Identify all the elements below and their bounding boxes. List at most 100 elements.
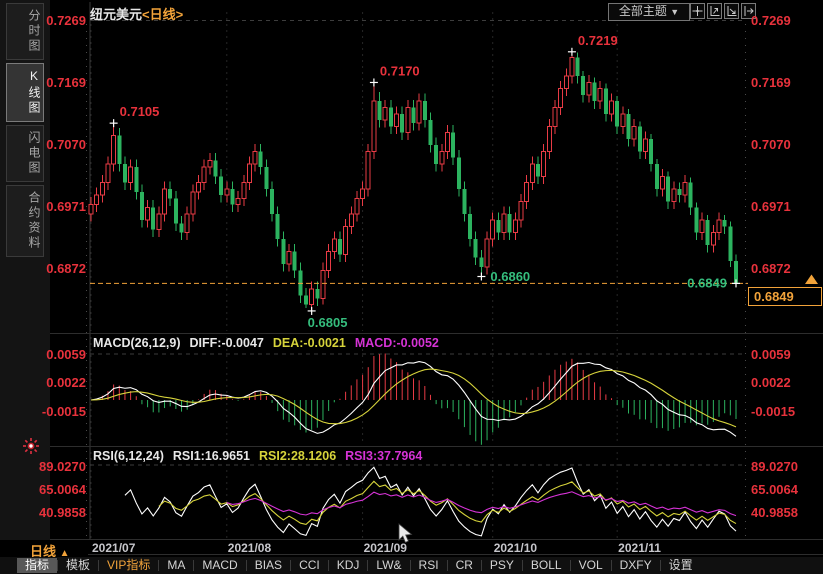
period-selector[interactable]: 日线 ▲ [30, 541, 70, 560]
toolbar-item-9[interactable]: LW& [376, 558, 402, 572]
rsi-header: RSI(6,12,24) RSI1:16.9651 RSI2:28.1206 RSI3… [93, 449, 431, 463]
price-arrow-icon [805, 274, 818, 284]
rsi-axis-label-left: 40.9858 [39, 505, 86, 520]
y-axis-label-left: 0.6971 [46, 199, 86, 215]
price-marker-label: 0.7105 [120, 104, 160, 119]
y-axis-scale-icon[interactable] [707, 3, 722, 19]
macd-params-label: MACD(26,12,9) [93, 336, 181, 350]
macd-value: MACD:-0.0052 [354, 336, 439, 350]
dea-line [90, 368, 737, 428]
macd-axis-label-left: 0.0059 [46, 347, 86, 362]
rsi-axis-label-right: 89.0270 [751, 459, 798, 474]
price-marker-label: 0.6849 [687, 275, 727, 290]
x-axis-date-label: 2021/08 [227, 541, 272, 555]
toolbar-item-15[interactable]: DXFY [619, 558, 652, 572]
toolbar-separator [158, 560, 160, 571]
toolbar-item-13[interactable]: BOLL [530, 558, 562, 572]
rsi-layer [124, 466, 737, 537]
rsi3-line [226, 491, 737, 517]
period-tag: <日线> [142, 7, 184, 22]
toolbar-item-8[interactable]: KDJ [336, 558, 360, 572]
rsi1-value: RSI1:16.9651 [172, 449, 251, 463]
toolbar-item-7[interactable]: CCI [299, 558, 320, 572]
y-axis-label-right: 0.7269 [751, 12, 791, 28]
toolbar-item-14[interactable]: VOL [578, 558, 603, 572]
toolbar-item-12[interactable]: PSY [489, 558, 514, 572]
mouse-cursor [398, 523, 413, 543]
macd-axis-label-left: -0.0015 [41, 404, 86, 419]
y-axis-label-right: 0.6872 [751, 261, 791, 276]
rsi1-line [124, 466, 737, 537]
toolbar-item-4[interactable]: MA [167, 558, 186, 572]
period-selector-label: 日线 [30, 544, 57, 559]
toolbar-separator [480, 560, 482, 571]
macd-dea-value: DEA:-0.0021 [272, 336, 346, 350]
toolbar-item-10[interactable]: RSI [418, 558, 439, 572]
toolbar-item-6[interactable]: BIAS [254, 558, 283, 572]
toolbar-separator [569, 560, 571, 571]
rsi-axis-label-left: 65.0064 [39, 482, 86, 497]
toolbar-separator [290, 560, 292, 571]
toolbar-separator [446, 560, 448, 571]
x-axis-date-label: 2021/09 [363, 541, 407, 555]
toolbar-separator [57, 560, 59, 571]
toolbar-separator [327, 560, 329, 571]
toolbar-separator [659, 560, 661, 571]
toolbar-item-3[interactable]: VIP指标 [107, 558, 151, 572]
toolbar-separator [521, 560, 523, 571]
toolbar-separator [193, 560, 195, 571]
sidebar-tab-4[interactable]: 合约资料 [6, 185, 44, 257]
x-axis-date-label: 2021/11 [618, 541, 661, 555]
y-axis-label-right: 0.7169 [751, 75, 791, 91]
y-axis-label-left: 0.7269 [46, 12, 86, 28]
x-axis-date-label: 2021/10 [493, 541, 538, 555]
theme-dropdown[interactable]: 全部主题 ▼ [608, 3, 690, 21]
y-axis-label-left: 0.7070 [46, 137, 86, 153]
toolbar-item-1[interactable]: 指标 [17, 558, 58, 573]
toolbar-separator [610, 560, 612, 571]
sidebar-tab-3[interactable]: 闪电图 [6, 125, 44, 182]
price-marker-label: 0.6860 [490, 269, 530, 284]
macd-axis-label-right: 0.0059 [751, 347, 791, 362]
chevron-down-icon: ▼ [670, 7, 680, 17]
toolbar-item-16[interactable]: 设置 [668, 558, 693, 572]
y-axis-label-right: 0.7070 [751, 137, 791, 153]
marker-layer: 0.7105 0.7170 0.7219 0.6805 0.6860 0.6849 [109, 33, 740, 330]
candlestick-layer [88, 51, 738, 311]
macd-header: MACD(26,12,9) DIFF:-0.0047 DEA:-0.0021 MACD… [93, 336, 448, 350]
chart-title: 纽元美元<日线> [90, 4, 183, 23]
price-marker-label: 0.7219 [578, 33, 618, 48]
rsi-axis-label-right: 65.0064 [751, 482, 798, 497]
rsi3-value: RSI3:37.7964 [345, 449, 423, 463]
rsi2-value: RSI2:28.1206 [259, 449, 337, 463]
price-marker-label: 0.7170 [380, 63, 420, 78]
triangle-up-icon: ▲ [59, 548, 70, 559]
sidebar-tab-2[interactable]: K线图 [6, 63, 44, 122]
rsi-axis-label-left: 89.0270 [39, 459, 86, 474]
alert-icon[interactable] [22, 437, 40, 455]
y-axis-label-left: 0.7169 [46, 75, 86, 91]
current-price-box: 0.6849 [748, 287, 822, 306]
toolbar-item-2[interactable]: 模板 [66, 558, 91, 572]
pan-tool-icon[interactable] [690, 3, 705, 19]
pop-out-icon[interactable] [741, 3, 756, 19]
toolbar-separator [367, 560, 369, 571]
indicator-toolbar: 指标 模板 VIP指标 MA MACD BIAS CCI KDJ LW& RSI CR PSY BOLL… [0, 557, 823, 574]
macd-axis-label-left: 0.0022 [46, 375, 86, 390]
x-axis-scale-icon[interactable] [724, 3, 739, 19]
macd-layer [90, 353, 737, 445]
toolbar-item-5[interactable]: MACD [202, 558, 238, 572]
current-price-line [90, 274, 818, 284]
rsi-params-label: RSI(6,12,24) [93, 449, 164, 463]
sidebar: 分时图 K线图 闪电图 合约资料 [0, 0, 50, 540]
x-axis-date-label: 2021/07 [92, 541, 136, 555]
macd-axis-label-right: 0.0022 [751, 375, 791, 390]
toolbar-separator [409, 560, 411, 571]
symbol-name: 纽元美元 [90, 7, 143, 22]
toolbar-item-11[interactable]: CR [455, 558, 473, 572]
y-axis-label-right: 0.6971 [751, 199, 791, 215]
sidebar-tab-1[interactable]: 分时图 [6, 3, 44, 60]
price-marker-label: 0.6805 [308, 315, 348, 330]
toolbar-separator [98, 560, 100, 571]
